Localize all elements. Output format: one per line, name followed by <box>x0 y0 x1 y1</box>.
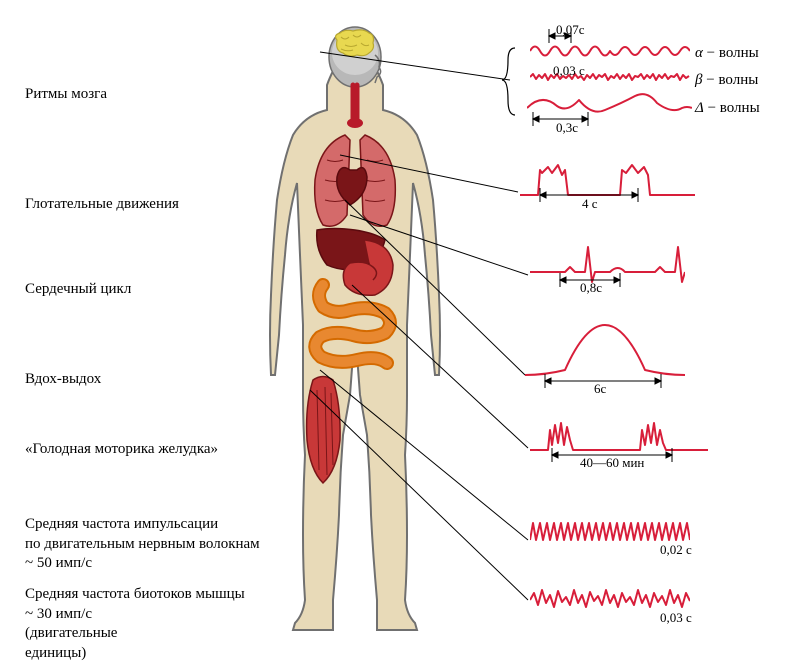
label-6: Средняя частота биотоков мышцы ~ 30 имп/… <box>25 585 245 663</box>
time-label-4: 0,8с <box>580 280 602 296</box>
time-label-2: 0,3с <box>556 120 578 136</box>
time-label-5: 6с <box>594 381 606 397</box>
label-2: Сердечный цикл <box>25 280 131 300</box>
time-label-3: 4 с <box>582 196 598 212</box>
time-label-8: 0,03 с <box>660 610 692 626</box>
time-label-1: 0,03 с <box>553 63 585 79</box>
time-label-7: 0,02 с <box>660 542 692 558</box>
connector-5 <box>320 370 528 540</box>
wave-label-0: α − волны <box>695 45 759 62</box>
label-1: Глотательные движения <box>25 195 179 215</box>
wave-nerve-impulse <box>530 520 690 542</box>
connector-6 <box>310 390 528 600</box>
wave-muscle-bio <box>530 585 690 610</box>
connector-1 <box>340 155 518 192</box>
wave-label-2: Δ − волны <box>695 100 760 117</box>
time-label-0: 0,07с <box>556 22 585 38</box>
wave-label-1: β − волны <box>695 72 758 89</box>
label-3: Вдох-выдох <box>25 370 101 390</box>
label-5: Средняя частота импульсации по двигатель… <box>25 515 260 574</box>
wave-breath <box>525 320 685 380</box>
label-0: Ритмы мозга <box>25 85 107 105</box>
connector-0 <box>320 52 510 80</box>
time-label-6: 40—60 мин <box>580 455 644 471</box>
label-4: «Голодная моторика желудка» <box>25 440 218 460</box>
connector-2 <box>350 215 528 275</box>
connector-4 <box>352 285 528 448</box>
connector-3 <box>345 200 525 375</box>
diagram-container: Ритмы мозга Глотательные движения Сердечны… <box>0 0 801 655</box>
